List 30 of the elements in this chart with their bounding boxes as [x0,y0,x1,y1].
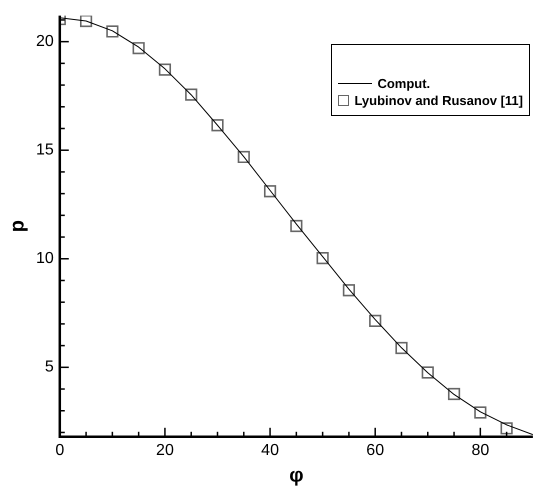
point [290,220,302,232]
point [106,25,118,38]
point [211,119,224,132]
x-tick-label: 40 [261,442,280,459]
y-tick-label: 5 [44,358,54,376]
point [316,252,329,264]
x-tick-label: 20 [156,442,174,459]
y-axis-title: p [6,220,29,232]
point [132,42,145,54]
point [448,388,460,400]
point [369,314,382,327]
point [395,342,408,354]
point [238,150,250,164]
y-tick-label: 10 [36,250,54,268]
point [158,64,172,76]
point [422,366,434,379]
x-tick-label: 80 [471,442,490,459]
y-tick-label: 15 [36,142,54,159]
x-tick-label: 60 [366,442,384,459]
legend-label: Comput. [377,76,430,91]
point [342,284,356,296]
y-tick-label: 20 [36,33,54,50]
x-tick-label: 0 [55,442,64,459]
point [264,185,276,198]
point [474,406,486,419]
point [185,88,198,101]
x-axis-title: φ [289,464,304,487]
legend-label: Lyubinov and Rusanov [11] [354,93,523,108]
point [80,16,92,28]
point [500,422,513,434]
